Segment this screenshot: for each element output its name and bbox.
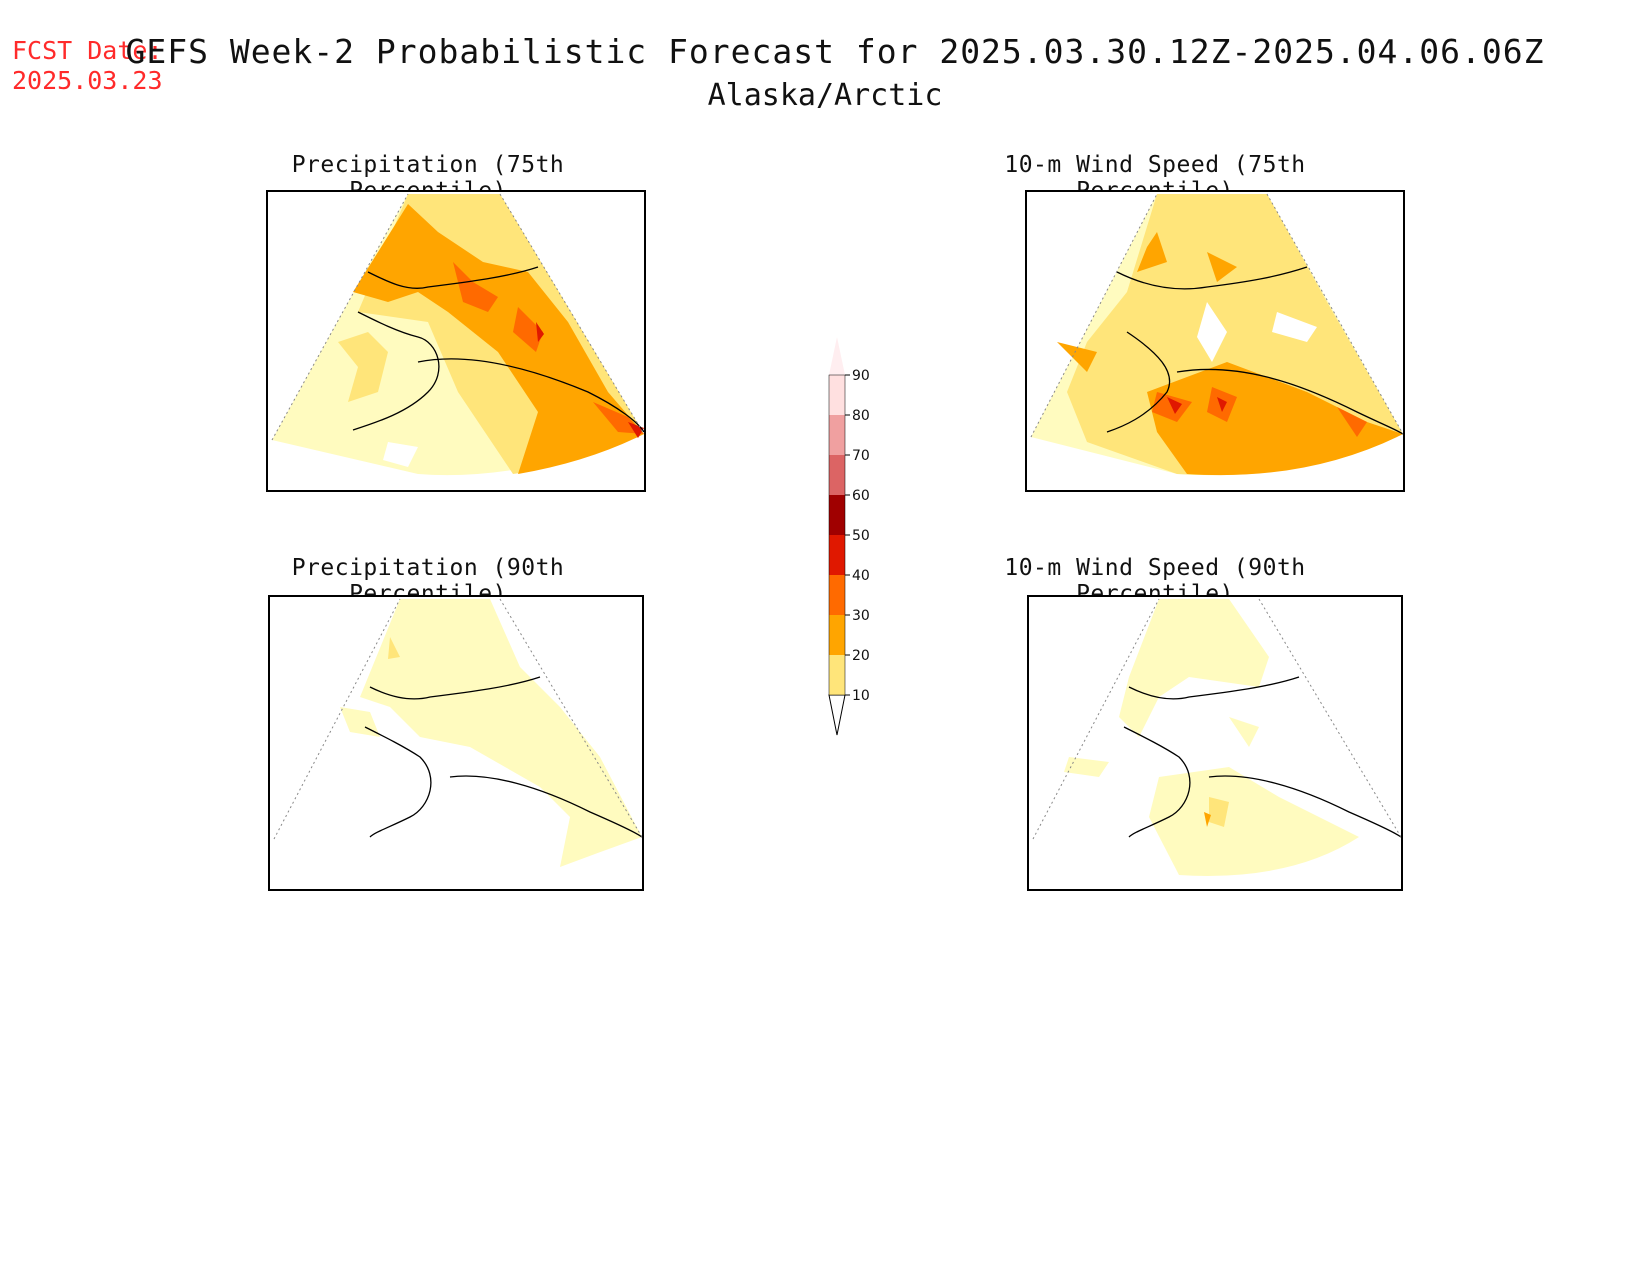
colorbar-segment bbox=[829, 415, 845, 455]
colorbar-tick-label: 90 bbox=[852, 368, 870, 384]
colorbar-segment bbox=[829, 575, 845, 615]
colorbar-segment bbox=[829, 495, 845, 535]
forecast-date-label: FCST Date: 2025.03.23 bbox=[12, 36, 163, 96]
map-wind-90-graphic bbox=[1032, 598, 1401, 876]
colorbar-tick-label: 60 bbox=[852, 488, 870, 504]
colorbar-outline bbox=[828, 374, 846, 696]
colorbar-segment bbox=[829, 375, 845, 415]
colorbar-tick-label: 80 bbox=[852, 408, 870, 424]
map-precip-90-graphic bbox=[273, 598, 642, 876]
colorbar: 10 20 30 40 50 60 70 80 90 bbox=[815, 335, 875, 749]
colorbar-segment bbox=[829, 655, 845, 695]
map-wind-75 bbox=[1025, 190, 1405, 492]
map-precip-90 bbox=[268, 595, 644, 891]
colorbar-tick-label: 70 bbox=[852, 448, 870, 464]
fcst-date: 2025.03.23 bbox=[12, 66, 163, 95]
colorbar-graphic: 10 20 30 40 50 60 70 80 90 bbox=[828, 337, 870, 736]
colorbar-tick-label: 20 bbox=[852, 648, 870, 664]
map-precip-75 bbox=[266, 190, 646, 492]
map-precip-75-graphic bbox=[271, 193, 644, 476]
colorbar-cap-bottom bbox=[828, 694, 846, 736]
map-wind-90 bbox=[1027, 595, 1403, 891]
colorbar-segment bbox=[829, 455, 845, 495]
colorbar-segment bbox=[829, 535, 845, 575]
colorbar-tick-label: 50 bbox=[852, 528, 870, 544]
page-title: GEFS Week-2 Probabilistic Forecast for 2… bbox=[125, 32, 1545, 71]
colorbar-tick-label: 40 bbox=[852, 568, 870, 584]
colorbar-segment bbox=[829, 615, 845, 655]
colorbar-tick-label: 30 bbox=[852, 608, 870, 624]
page-subtitle: Alaska/Arctic bbox=[707, 78, 943, 113]
colorbar-cap-top bbox=[829, 337, 845, 375]
colorbar-tick-label: 10 bbox=[852, 688, 870, 704]
fcst-label: FCST Date: bbox=[12, 36, 163, 65]
map-wind-75-graphic bbox=[1030, 193, 1403, 476]
